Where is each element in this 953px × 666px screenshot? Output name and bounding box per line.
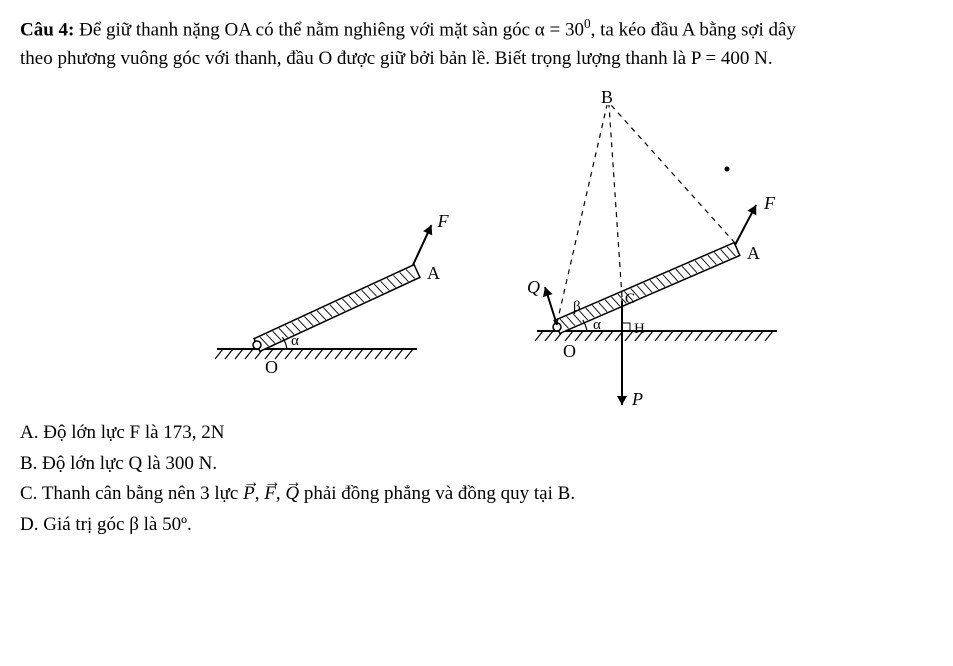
svg-text:A: A (747, 243, 760, 263)
answer-C: C. Thanh cân bằng nên 3 lực →P, →F, →Q p… (20, 480, 933, 509)
svg-text:Q: Q (527, 277, 540, 297)
svg-text:F: F (763, 193, 776, 213)
svg-text:α: α (291, 333, 299, 349)
answer-D: D. Giá trị góc β là 50º. (20, 511, 933, 540)
svg-text:β: β (573, 299, 581, 315)
vector-F: →F (264, 480, 276, 509)
vector-P: →P (243, 480, 255, 509)
svg-text:O: O (563, 341, 576, 361)
svg-text:F: F (436, 211, 449, 231)
question-text: Câu 4: Để giữ thanh nặng OA có thể nằm n… (20, 14, 933, 73)
answers-block: A. Độ lớn lực F là 173, 2N B. Độ lớn lực… (20, 419, 933, 539)
svg-text:B: B (601, 87, 613, 107)
answer-C-post: phải đồng phẳng và đồng quy tại B. (304, 483, 575, 504)
svg-text:H: H (634, 321, 645, 337)
answer-C-pre: C. Thanh cân bằng nên 3 lực (20, 483, 243, 504)
question-label: Câu 4: (20, 19, 74, 40)
svg-text:C: C (625, 291, 635, 307)
degree-sup: 0 (584, 16, 591, 31)
svg-text:O: O (265, 357, 278, 377)
question-line1a: Để giữ thanh nặng OA có thể nằm nghiêng … (74, 19, 584, 40)
svg-text:A: A (427, 263, 440, 283)
question-line2: theo phương vuông góc với thanh, đầu O đ… (20, 48, 773, 69)
question-line1b: , ta kéo đầu A bằng sợi dây (591, 19, 796, 40)
vector-Q: →Q (285, 480, 299, 509)
page-root: Câu 4: Để giữ thanh nặng OA có thể nằm n… (0, 0, 953, 666)
answer-B: B. Độ lớn lực Q là 300 N. (20, 450, 933, 479)
physics-diagram: Oα A F Oα CH P A F Qβ B (157, 81, 797, 411)
answer-A: A. Độ lớn lực F là 173, 2N (20, 419, 933, 448)
svg-text:α: α (593, 317, 601, 333)
diagram-container: Oα A F Oα CH P A F Qβ B (20, 81, 933, 411)
svg-text:P: P (631, 389, 643, 409)
